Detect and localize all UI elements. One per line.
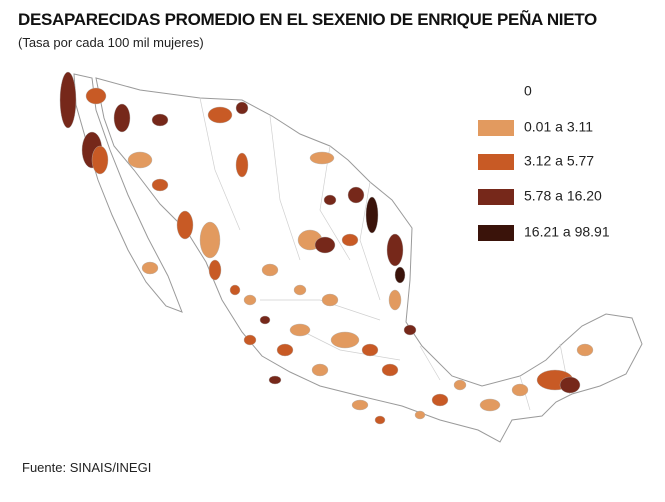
source: Fuente: SINAIS/INEGI [22,460,152,475]
shaded-municipality [259,315,271,325]
shaded-municipality [323,194,337,206]
shaded-municipality [394,266,406,284]
map-land [73,73,643,443]
shaded-municipality [388,289,402,311]
shaded-municipality [127,151,153,169]
shaded-municipality [559,376,581,394]
title: DESAPARECIDAS PROMEDIO EN EL SEXENIO DE … [18,10,597,29]
shaded-municipality [276,343,294,357]
shaded-municipality [207,106,233,124]
shaded-municipality [113,103,131,133]
legend-label: 3.12 a 5.77 [524,153,594,169]
shaded-municipality [151,178,169,192]
shaded-municipality [141,261,159,275]
legend: 0 0.01 a 3.11 3.12 a 5.77 5.78 a 16.20 16.21… [478,83,610,241]
shaded-municipality [381,363,399,377]
shaded-municipality [289,323,311,337]
shaded-municipality [229,284,241,296]
shaded-municipality [361,343,379,357]
legend-swatch [478,84,514,100]
shaded-municipality [403,324,417,336]
shaded-municipality [576,343,594,357]
shaded-municipality [235,101,249,115]
legend-label: 0.01 a 3.11 [524,119,593,135]
shaded-municipality [235,152,249,178]
legend-label: 0 [524,83,532,99]
shaded-municipality [151,113,169,127]
shaded-municipality [176,210,194,240]
shaded-municipality [351,399,369,411]
shaded-municipality [59,71,77,129]
shaded-municipality [414,410,426,420]
shaded-municipality [311,363,329,377]
legend-label: 5.78 a 16.20 [524,188,602,204]
shaded-municipality [199,221,221,259]
shaded-municipality [511,383,529,397]
shaded-municipality [347,186,365,204]
shaded-municipality [293,284,307,296]
shaded-municipality [208,259,222,281]
shaded-municipality [330,331,360,349]
legend-swatch [478,225,514,241]
shaded-municipality [243,334,257,346]
shaded-municipality [243,294,257,306]
shaded-municipality [479,398,501,412]
legend-swatch [478,120,514,136]
shaded-municipality [341,233,359,247]
shaded-municipality [386,233,404,267]
shaded-municipality [91,145,109,175]
legend-label: 16.21 a 98.91 [524,224,610,240]
shaded-municipality [431,393,449,407]
shaded-municipality [268,375,282,385]
municipalities [59,71,594,425]
legend-swatch [478,189,514,205]
subtitle: (Tasa por cada 100 mil mujeres) [18,35,204,50]
shaded-municipality [85,87,107,105]
shaded-municipality [365,196,379,234]
shaded-municipality [453,379,467,391]
shaded-municipality [261,263,279,277]
shaded-municipality [321,293,339,307]
mainland [95,77,643,443]
shaded-municipality [374,415,386,425]
legend-swatch [478,154,514,170]
shaded-municipality [309,151,335,165]
shaded-municipality [314,236,336,254]
